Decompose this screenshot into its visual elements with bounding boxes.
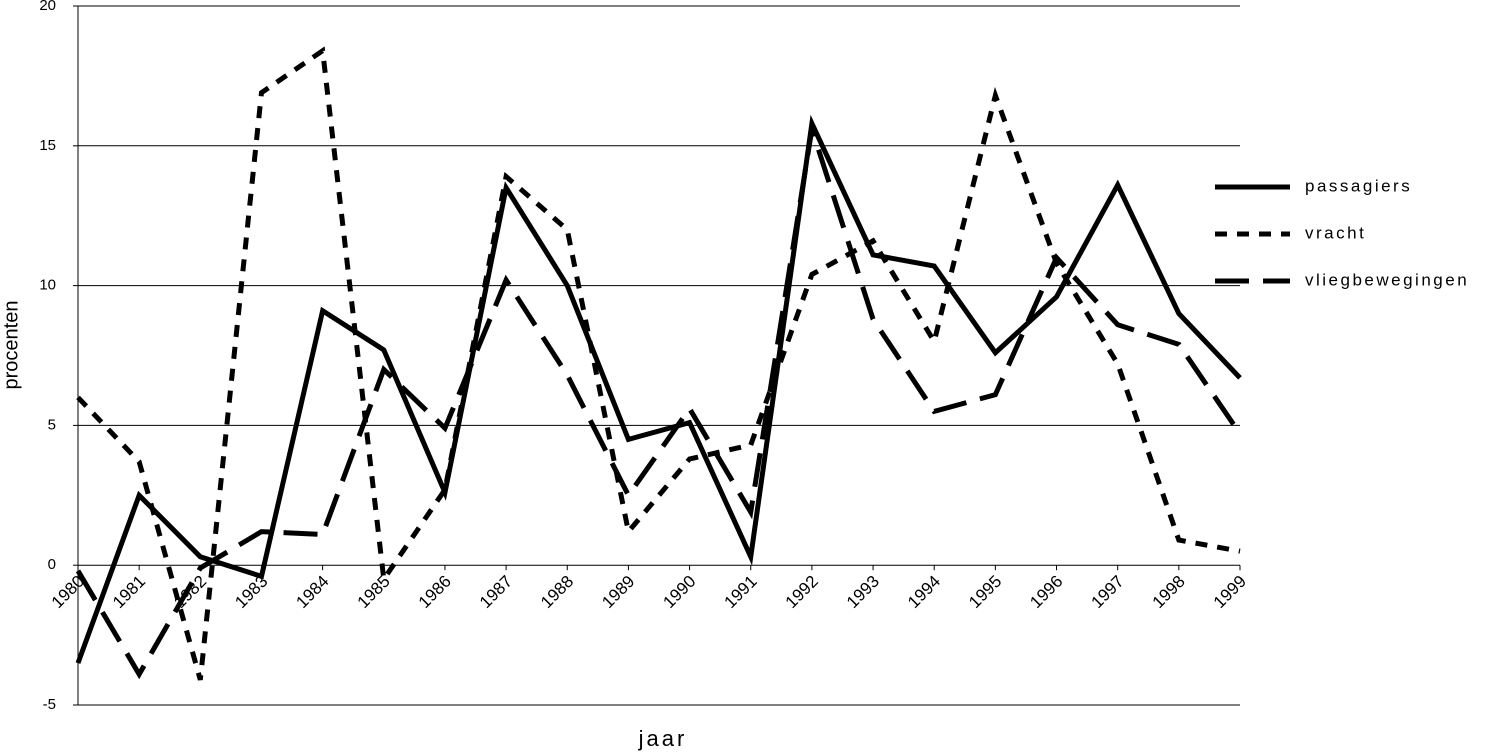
- x-tick-label: 1987: [476, 572, 516, 612]
- x-tick-label: 1981: [109, 572, 149, 612]
- x-tick-label: 1988: [537, 572, 577, 612]
- x-tick-label: 1986: [415, 572, 455, 612]
- series-line: [76, 46, 1241, 681]
- x-axis-label: jaar: [638, 726, 688, 751]
- y-axis-label: procenten: [0, 301, 22, 390]
- legend-label: vliegbewegingen: [1305, 270, 1469, 289]
- y-tick-label: 0: [48, 556, 56, 573]
- legend-label: vracht: [1305, 223, 1366, 242]
- x-tick-label: 1984: [292, 572, 332, 612]
- x-tick-label: 1995: [965, 572, 1005, 612]
- y-tick-label: 20: [39, 0, 56, 14]
- y-tick-label: 5: [48, 416, 56, 433]
- x-tick-label: 1989: [598, 572, 638, 612]
- y-tick-label: -5: [43, 696, 56, 713]
- x-tick-label: 1985: [354, 572, 394, 612]
- x-tick-label: 1998: [1149, 572, 1189, 612]
- x-tick-label: 1993: [843, 572, 883, 612]
- x-tick-label: 1994: [904, 572, 944, 612]
- y-tick-label: 15: [39, 137, 56, 154]
- series-line: [75, 114, 1242, 664]
- x-tick-label: 1996: [1026, 572, 1066, 612]
- x-tick-label: 1990: [659, 572, 699, 612]
- x-tick-label: 1997: [1088, 572, 1128, 612]
- x-tick-label: 1983: [231, 572, 271, 612]
- legend-label: passagiers: [1305, 176, 1412, 195]
- x-tick-label: 1992: [782, 572, 822, 612]
- y-tick-label: 10: [39, 277, 56, 294]
- x-tick-label: 1991: [721, 572, 761, 612]
- x-tick-label: 1999: [1210, 572, 1250, 612]
